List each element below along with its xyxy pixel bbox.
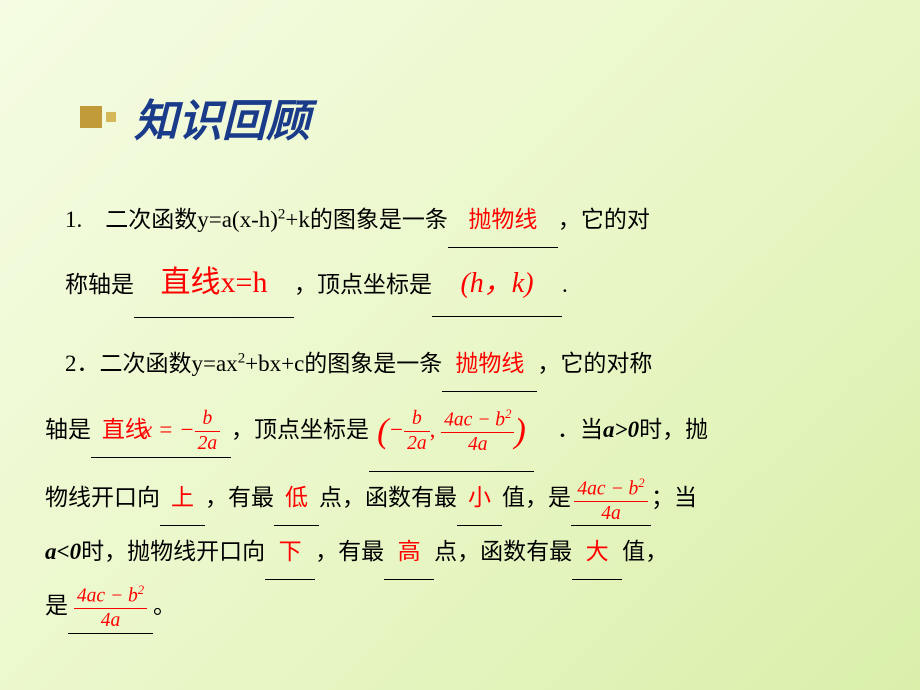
q2-line2-pre: 轴是	[45, 417, 91, 442]
v-num2: 4ac − b	[444, 410, 505, 431]
content-area: 1. 二次函数y=a(x-h)2+k的图象是一条抛物线，它的对 称轴是直线x=h…	[50, 194, 870, 634]
min-num: 4ac − b	[577, 478, 638, 499]
ans-low: 低	[285, 485, 308, 510]
q2-mid2: ，顶点坐标是	[231, 417, 369, 442]
q2-tail1: ，它的对称	[537, 351, 652, 376]
ans-maxval: 4ac − b24a	[74, 593, 147, 618]
q2-ans-vertex: (−b2a, 4ac − b24a)	[377, 417, 526, 442]
ans-big: 大	[586, 539, 609, 564]
q2-mid4a: ，有最	[315, 539, 384, 564]
v-num-b: b	[404, 409, 430, 432]
q1-text-1: 二次函数y=a(x-h)	[82, 207, 278, 232]
max-den: 4a	[74, 609, 147, 631]
bullet-large-icon	[80, 106, 102, 128]
q1-text-3: ，它的对	[558, 207, 650, 232]
q2-blank-1: 抛物线	[442, 338, 537, 392]
q2-blank-axis: 直线x = −b2a	[91, 404, 231, 458]
q2-tail2b: 时，抛	[639, 417, 708, 442]
q2-blank-big: 大	[572, 526, 622, 580]
q1-blank-1: 抛物线	[448, 194, 558, 248]
max-sq: 2	[138, 583, 144, 597]
q1-end: .	[562, 272, 568, 297]
q1-blank-3: (h，k)	[432, 252, 562, 317]
q2-blank-up: 上	[160, 472, 205, 526]
frac-b: b	[195, 409, 221, 432]
q2-blank-maxval: 4ac − b2 4a	[68, 580, 153, 634]
q2-blank-down: 下	[265, 526, 315, 580]
q2-blank-minval: 4ac − b2 4a	[571, 472, 651, 526]
ans-up: 上	[171, 485, 194, 510]
a-pos: a>0	[603, 417, 639, 442]
q2-blank-vertex: (−b2a, 4ac − b24a)	[369, 392, 534, 472]
q2-mid4c: 值，	[622, 539, 668, 564]
frac-2a: 2a	[195, 432, 221, 454]
q2-mid3c: 值，是	[502, 485, 571, 510]
q2-blank-low: 低	[274, 472, 319, 526]
slide-container: 知识回顾 1. 二次函数y=a(x-h)2+k的图象是一条抛物线，它的对 称轴是…	[0, 0, 920, 654]
q1-line2-pre: 称轴是	[65, 272, 134, 297]
v-sq: 2	[505, 407, 511, 421]
min-sq: 2	[638, 476, 644, 490]
q2-tail3: ；当	[651, 485, 697, 510]
question-2: 2．二次函数y=ax 2 +bx+c的图象是一条抛物线 ，它的对称 轴是直线x = −…	[45, 338, 870, 634]
q2-text-2: +bx+c的图象是一条	[245, 351, 442, 376]
comma-icon: ,	[430, 417, 436, 442]
q2-blank-small: 小	[457, 472, 502, 526]
q2-line4-pre: 时，抛物线开口向	[81, 539, 265, 564]
q1-ans-1: 抛物线	[468, 207, 537, 232]
a-neg: a<0	[45, 539, 81, 564]
q2-ans-axis: 直线x = −b2a	[102, 417, 220, 442]
neg-icon: −	[389, 417, 405, 442]
min-den: 4a	[574, 502, 647, 524]
question-1: 1. 二次函数y=a(x-h)2+k的图象是一条抛物线，它的对 称轴是直线x=h…	[65, 194, 870, 318]
q2-text-1: 二次函数y=ax	[100, 351, 238, 376]
ans-small: 小	[468, 485, 491, 510]
q1-blank-2: 直线x=h	[134, 248, 294, 318]
v-den2: 4a	[441, 433, 514, 455]
q2-num: 2．	[65, 351, 100, 376]
q2-tail2: ．当	[557, 417, 603, 442]
q2-mid3a: ，有最	[205, 485, 274, 510]
slide-title: 知识回顾	[134, 85, 310, 149]
axis-prefix: 直线	[102, 417, 148, 442]
q1-mid2: ，顶点坐标是	[294, 272, 432, 297]
q2-blank-high: 高	[384, 526, 434, 580]
v-den-2a: 2a	[404, 432, 430, 454]
ans-down: 下	[279, 539, 302, 564]
ans-high: 高	[398, 539, 421, 564]
q1-ans-2: 直线x=h	[161, 266, 268, 299]
q2-ans-1: 抛物线	[455, 351, 524, 376]
q1-text-2: +k的图象是一条	[285, 207, 447, 232]
title-block: 知识回顾	[80, 85, 870, 149]
max-num: 4ac − b	[77, 586, 138, 607]
q2-mid3b: 点，函数有最	[319, 485, 457, 510]
q2-line5-pre: 是	[45, 593, 68, 618]
ans-minval: 4ac − b24a	[574, 485, 647, 510]
q2-line3-pre: 物线开口向	[45, 485, 160, 510]
q1-num: 1.	[65, 207, 82, 232]
q2-end: 。	[153, 593, 176, 618]
q1-ans-3: (h，k)	[460, 268, 533, 299]
bullet-small-icon	[106, 112, 116, 122]
q2-mid4b: 点，函数有最	[434, 539, 572, 564]
